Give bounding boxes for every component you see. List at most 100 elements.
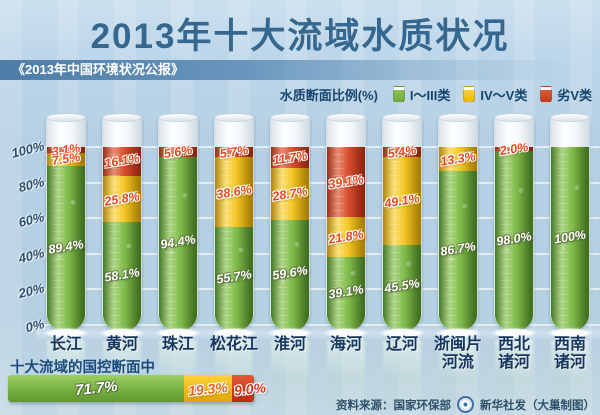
summary-yellow-label: 19.3%: [187, 378, 229, 399]
subtitle-bar: 《2013年中国环境状况公报》: [0, 60, 600, 80]
tube-fill: [439, 147, 477, 331]
yellow-segment: [103, 175, 141, 223]
test-tube-1: 3.1% 7.5% 89.4%: [46, 113, 86, 331]
tube-reflection: [495, 340, 533, 412]
summary-red-label: 9.0%: [233, 378, 267, 399]
legend-item-green: I～III类: [392, 85, 451, 104]
yellow-segment: [383, 156, 421, 246]
category-label-line: 西南: [553, 336, 586, 353]
yellow-segment: [47, 152, 85, 167]
tube-opening: [158, 113, 198, 122]
tube-fill: [215, 147, 253, 331]
category-label-line: 海河: [329, 336, 362, 353]
category-label-4: 松花江: [192, 336, 276, 354]
category-label-6: 海河: [304, 336, 388, 354]
tube-reflection: [271, 340, 309, 412]
category-label-line: 诸河: [553, 354, 586, 371]
source-line: 资料来源：国家环保部 新华社发（大巢制图）: [336, 396, 595, 413]
legend-item-label: I～III类: [409, 87, 451, 103]
category-label-line: 珠江: [161, 336, 194, 353]
category-label-9: 西北 诸河: [472, 336, 556, 372]
category-label-line: 西北: [497, 336, 530, 353]
category-label-3: 珠江: [136, 336, 220, 354]
green-segment: [103, 222, 141, 331]
category-label-line: 浙闽片: [433, 336, 482, 353]
tube-fill: [383, 147, 421, 331]
green-segment: [551, 147, 589, 331]
green-segment: [47, 166, 85, 331]
y-axis-tick-label: 60%: [16, 209, 46, 231]
tube-fill: [103, 147, 141, 331]
category-label-line: 诸河: [497, 354, 530, 371]
tube-opening: [46, 113, 86, 122]
red-segment: [495, 147, 533, 151]
yellow-segment: [327, 217, 365, 257]
summary-segment-red: 9.0%: [231, 375, 267, 402]
source-text: 资料来源：国家环保部: [336, 399, 451, 412]
category-label-1: 长江: [24, 336, 108, 354]
green-segment: [271, 219, 309, 331]
green-segment: [439, 170, 477, 331]
y-axis-tick-label: 40%: [16, 245, 46, 266]
category-label-line: 黄河: [105, 336, 138, 353]
green-swatch-icon: [392, 85, 405, 103]
tube-fill: [47, 147, 85, 331]
category-label-line: 长江: [49, 336, 82, 353]
gridline-20: [44, 288, 600, 291]
red-segment: [159, 147, 197, 158]
test-tube-6: 39.1% 21.8% 39.1%: [326, 113, 366, 331]
yellow-segment: [215, 157, 253, 227]
summary-segment-green: 71.7%: [8, 375, 185, 402]
test-tube-4: 5.7% 38.6% 55.7%: [214, 113, 254, 331]
credit-text: 新华社发（大巢制图）: [480, 399, 595, 412]
tube-fill: [551, 147, 589, 331]
red-segment: [271, 147, 309, 169]
tube-opening: [270, 113, 310, 122]
legend-items: I～III类 IV～V类 劣V类: [392, 85, 592, 104]
category-label-line: 河流: [441, 354, 474, 371]
yellow-swatch-icon: [463, 85, 476, 103]
red-swatch-icon: [540, 85, 553, 103]
legend: 水质断面比例(%) I～III类 IV～V类 劣V类: [280, 84, 592, 104]
xinhua-logo-icon: [457, 396, 474, 413]
test-tube-9: 2.0% 98.0%: [494, 113, 534, 331]
tube-opening: [326, 113, 366, 122]
green-segment: [383, 245, 421, 331]
red-segment: [327, 147, 365, 218]
category-label-line: 淮河: [273, 336, 306, 353]
tube-opening: [438, 113, 478, 122]
red-segment: [103, 147, 141, 176]
tube-opening: [102, 113, 142, 122]
green-segment: [495, 150, 533, 331]
legend-caption: 水质断面比例(%): [279, 87, 378, 103]
tube-fill: [271, 147, 309, 331]
category-label-5: 淮河: [248, 336, 332, 354]
red-segment: [215, 147, 253, 158]
summary-segment-yellow: 19.3%: [184, 375, 232, 402]
red-segment: [383, 147, 421, 157]
gridline-0: [44, 324, 600, 326]
tube-opening: [382, 113, 422, 122]
legend-item-label: IV～V类: [480, 87, 528, 103]
green-segment: [327, 256, 365, 331]
yellow-segment: [271, 168, 309, 220]
tube-opening: [494, 113, 534, 122]
tube-opening: [550, 113, 590, 122]
tube-reflection: [551, 340, 589, 412]
tube-fill: [159, 147, 197, 331]
summary-bar: 71.7% 19.3% 9.0%: [8, 375, 267, 402]
gridline-60: [44, 217, 600, 220]
legend-item-red: 劣V类: [540, 85, 592, 104]
test-tube-5: 11.7% 28.7% 59.6%: [270, 113, 310, 331]
y-axis-tick-label: 20%: [16, 280, 46, 302]
tube-fill: [327, 147, 365, 331]
legend-item-label: 劣V类: [557, 87, 592, 103]
green-segment: [215, 226, 253, 331]
page-title: 2013年十大流域水质状况: [90, 17, 510, 56]
red-segment: [47, 147, 85, 153]
y-axis-tick-label: 80%: [16, 173, 46, 195]
summary-title: 十大流域的国控断面中: [10, 360, 155, 376]
category-label-8: 浙闽片 河流: [416, 336, 500, 372]
